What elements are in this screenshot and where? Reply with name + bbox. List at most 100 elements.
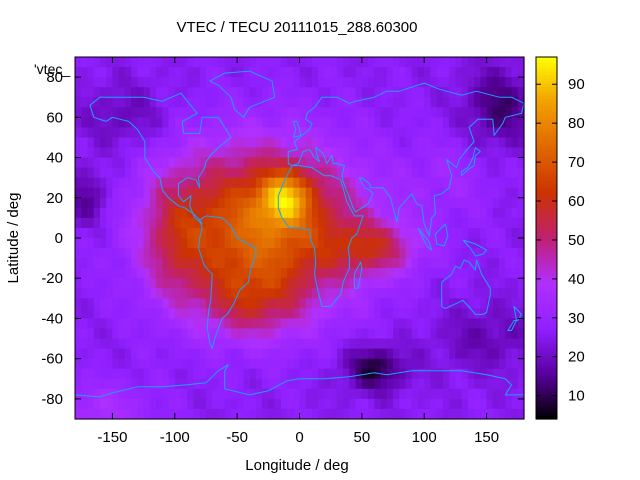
heatmap-cell bbox=[449, 157, 457, 169]
colorbar-segment bbox=[536, 286, 557, 290]
heatmap-cell bbox=[106, 278, 114, 289]
heatmap-cell bbox=[93, 398, 101, 410]
heatmap-cell bbox=[511, 87, 519, 98]
heatmap-cell bbox=[368, 388, 375, 400]
heatmap-cell bbox=[511, 167, 519, 179]
heatmap-cell bbox=[143, 57, 151, 68]
colorbar-segment bbox=[536, 165, 557, 170]
heatmap-cell bbox=[174, 87, 182, 98]
heatmap-cell bbox=[262, 308, 269, 320]
heatmap-cell bbox=[430, 157, 438, 169]
heatmap-cell bbox=[380, 57, 388, 68]
heatmap-cell bbox=[87, 328, 95, 340]
heatmap-cell bbox=[386, 318, 394, 330]
heatmap-cell bbox=[411, 278, 419, 289]
heatmap-cell bbox=[368, 298, 375, 309]
colorbar-segment bbox=[536, 129, 557, 134]
heatmap-cell bbox=[455, 408, 463, 420]
heatmap-cell bbox=[224, 77, 232, 88]
heatmap-cell bbox=[368, 107, 375, 118]
heatmap-cell bbox=[511, 388, 519, 400]
heatmap-cell bbox=[424, 338, 432, 350]
heatmap-cell bbox=[467, 187, 475, 199]
heatmap-cell bbox=[249, 328, 257, 340]
heatmap-cell bbox=[287, 308, 294, 320]
heatmap-cell bbox=[143, 238, 151, 249]
colorbar-segment bbox=[536, 400, 557, 405]
heatmap-cell bbox=[511, 107, 519, 118]
heatmap-cell bbox=[143, 107, 151, 118]
heatmap-cell bbox=[361, 87, 369, 98]
heatmap-cell bbox=[224, 248, 232, 259]
heatmap-cell bbox=[449, 227, 457, 239]
heatmap-cell bbox=[262, 278, 269, 289]
heatmap-cell bbox=[511, 127, 519, 139]
heatmap-cell bbox=[492, 157, 500, 169]
heatmap-cell bbox=[205, 408, 213, 420]
heatmap-cell bbox=[305, 258, 313, 269]
heatmap-cell bbox=[461, 318, 469, 330]
heatmap-cell bbox=[268, 338, 276, 350]
colorbar-segment bbox=[536, 244, 557, 248]
heatmap-cell bbox=[255, 338, 263, 350]
heatmap-cell bbox=[299, 408, 307, 420]
heatmap-cell bbox=[380, 248, 388, 259]
heatmap-cell bbox=[230, 388, 238, 400]
heatmap-cell bbox=[124, 107, 132, 118]
heatmap-cell bbox=[237, 378, 244, 390]
heatmap-cell bbox=[374, 97, 382, 108]
heatmap-cell bbox=[393, 258, 400, 269]
heatmap-cell bbox=[75, 77, 82, 88]
heatmap-cell bbox=[299, 197, 307, 209]
heatmap-cell bbox=[193, 137, 201, 149]
heatmap-cell bbox=[137, 298, 145, 309]
heatmap-cell bbox=[499, 227, 506, 239]
heatmap-cell bbox=[181, 117, 188, 128]
heatmap-cell bbox=[430, 77, 438, 88]
y-tick-label: 20 bbox=[46, 190, 63, 207]
heatmap-cell bbox=[386, 268, 394, 279]
heatmap-cell bbox=[324, 127, 332, 139]
colorbar-tick-label: 70 bbox=[568, 154, 585, 171]
heatmap-cell bbox=[199, 308, 207, 320]
heatmap-cell bbox=[237, 358, 244, 370]
heatmap-cell bbox=[143, 197, 151, 209]
heatmap-cell bbox=[355, 167, 363, 179]
heatmap-cell bbox=[162, 157, 170, 169]
heatmap-cell bbox=[417, 238, 425, 249]
heatmap-cell bbox=[430, 288, 438, 299]
colorbar-segment bbox=[536, 274, 557, 278]
heatmap-cell bbox=[162, 77, 170, 88]
heatmap-cell bbox=[461, 127, 469, 139]
heatmap-cell bbox=[411, 177, 419, 189]
heatmap-cell bbox=[193, 408, 201, 420]
heatmap-cell bbox=[212, 398, 220, 410]
heatmap-cell bbox=[230, 298, 238, 309]
y-axis-label: Latitude / deg bbox=[5, 193, 22, 284]
heatmap-cell bbox=[517, 358, 525, 370]
heatmap-cell bbox=[436, 248, 444, 259]
heatmap-cell bbox=[237, 308, 244, 320]
heatmap-cell bbox=[336, 227, 344, 239]
heatmap-cell bbox=[249, 147, 257, 159]
heatmap-cell bbox=[461, 328, 469, 340]
heatmap-cell bbox=[174, 157, 182, 169]
heatmap-cell bbox=[87, 107, 95, 118]
heatmap-cell bbox=[305, 298, 313, 309]
heatmap-cell bbox=[162, 97, 170, 108]
heatmap-cell bbox=[218, 127, 226, 139]
heatmap-cell bbox=[486, 197, 494, 209]
heatmap-cell bbox=[486, 398, 494, 410]
heatmap-cell bbox=[318, 217, 326, 229]
heatmap-cell bbox=[143, 398, 151, 410]
heatmap-cell bbox=[405, 388, 413, 400]
heatmap-cell bbox=[268, 238, 276, 249]
heatmap-cell bbox=[417, 167, 425, 179]
heatmap-cell bbox=[124, 338, 132, 350]
heatmap-cell bbox=[417, 358, 425, 370]
heatmap-cell bbox=[205, 197, 213, 209]
heatmap-cell bbox=[442, 167, 450, 179]
heatmap-cell bbox=[280, 398, 288, 410]
heatmap-cell bbox=[137, 227, 145, 239]
heatmap-cell bbox=[455, 147, 463, 159]
